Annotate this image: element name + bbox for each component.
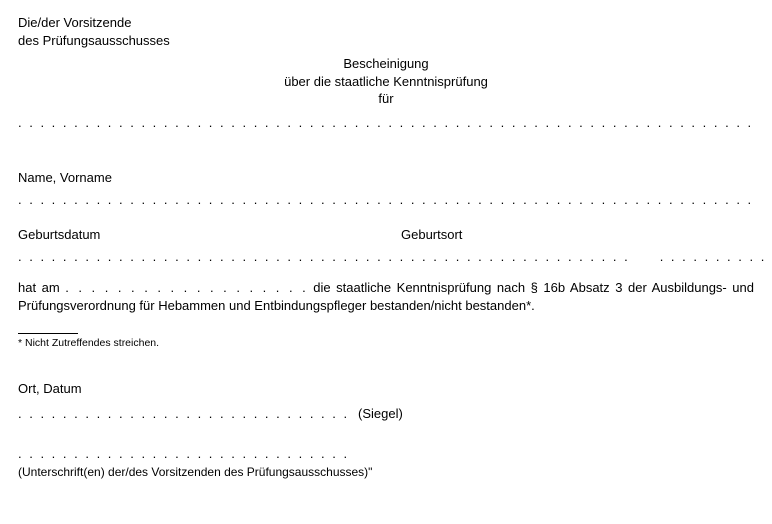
footnote-text: * Nicht Zutreffendes streichen.: [18, 336, 754, 350]
date-fill-inline: . . . . . . . . . . . . . . . . . . .: [65, 280, 308, 295]
birthdate-fill-line: . . . . . . . . . . . . . . . . . . . . …: [18, 248, 630, 266]
body-paragraph: hat am . . . . . . . . . . . . . . . . .…: [18, 279, 754, 314]
seal-row: . . . . . . . . . . . . . . . . . . . . …: [18, 405, 754, 423]
subject-fill-line: . . . . . . . . . . . . . . . . . . . . …: [18, 114, 754, 132]
place-date-fill-line: . . . . . . . . . . . . . . . . . . . . …: [18, 405, 348, 423]
title-line-1: Bescheinigung: [18, 55, 754, 73]
birthplace-fill-line: . . . . . . . . . . . . . . . . . . . . …: [660, 248, 772, 266]
issuer-line-2: des Prüfungsausschusses: [18, 32, 754, 50]
birthdate-label: Geburtsdatum: [18, 226, 371, 244]
birth-fill-row: . . . . . . . . . . . . . . . . . . . . …: [18, 244, 754, 266]
footnote-separator: [18, 333, 78, 334]
signature-caption: (Unterschrift(en) der/des Vorsitzenden d…: [18, 464, 754, 480]
seal-label: (Siegel): [358, 405, 403, 423]
certificate-form: Die/der Vorsitzende des Prüfungsausschus…: [0, 0, 772, 499]
birthplace-col: Geburtsort: [401, 226, 754, 244]
signature-fill-line: . . . . . . . . . . . . . . . . . . . . …: [18, 445, 348, 463]
issuer-line-1: Die/der Vorsitzende: [18, 14, 754, 32]
name-fill-line: . . . . . . . . . . . . . . . . . . . . …: [18, 191, 754, 209]
title-block: Bescheinigung über die staatliche Kenntn…: [18, 55, 754, 108]
body-text-before: hat am: [18, 280, 65, 295]
birthplace-label: Geburtsort: [401, 226, 754, 244]
issuer-block: Die/der Vorsitzende des Prüfungsausschus…: [18, 14, 754, 49]
title-line-3: für: [18, 90, 754, 108]
birth-row: Geburtsdatum Geburtsort: [18, 226, 754, 244]
name-label: Name, Vorname: [18, 169, 754, 187]
title-line-2: über die staatliche Kenntnisprüfung: [18, 73, 754, 91]
birthdate-col: Geburtsdatum: [18, 226, 371, 244]
place-date-label: Ort, Datum: [18, 380, 754, 398]
